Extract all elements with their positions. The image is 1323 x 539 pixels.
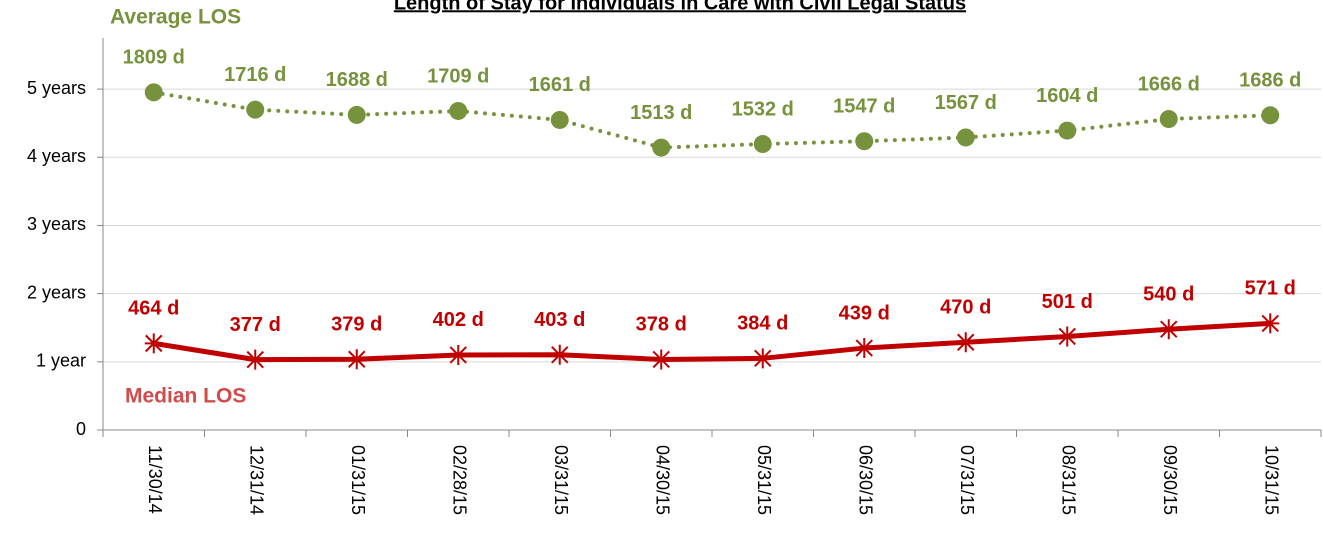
- series-name: Average LOS: [110, 6, 241, 29]
- marker: [1058, 326, 1077, 347]
- y-tick-label: 0: [76, 419, 86, 439]
- data-label: 1547 d: [833, 96, 895, 118]
- marker: [1261, 313, 1280, 334]
- marker: [144, 83, 163, 102]
- x-tick-label: 11/30/14: [145, 445, 165, 514]
- data-label: 1688 d: [326, 69, 388, 91]
- data-label: 1513 d: [630, 102, 692, 124]
- data-label: 540 d: [1143, 283, 1194, 305]
- data-label: 1661 d: [529, 74, 591, 96]
- data-label: 464 d: [128, 298, 179, 320]
- data-label: 379 d: [331, 314, 382, 336]
- marker: [550, 344, 569, 365]
- data-label: 1809 d: [123, 47, 185, 69]
- data-label: 402 d: [433, 309, 484, 331]
- data-label: 1604 d: [1036, 85, 1098, 107]
- x-tick-label: 09/30/15: [1160, 445, 1180, 515]
- y-tick-label: 4 years: [27, 146, 86, 166]
- x-tick-label: 02/28/15: [450, 445, 470, 515]
- x-tick-label: 08/31/15: [1059, 445, 1079, 515]
- marker: [1261, 106, 1280, 125]
- data-label: 470 d: [940, 297, 991, 319]
- x-tick-label: 01/31/15: [348, 445, 368, 515]
- marker: [246, 100, 265, 119]
- series-name: Median LOS: [125, 385, 246, 408]
- marker: [855, 132, 874, 151]
- data-label: 384 d: [737, 313, 788, 335]
- data-label: 1567 d: [935, 92, 997, 114]
- series-line: [151, 320, 1273, 363]
- data-label: 378 d: [636, 314, 687, 336]
- x-tick-label: 04/30/15: [653, 445, 673, 515]
- x-tick-label: 12/31/14: [247, 445, 267, 515]
- x-tick-label: 10/31/15: [1262, 445, 1282, 515]
- chart-title: Length of Stay for Individuals in Care w…: [394, 0, 966, 14]
- data-label: 1716 d: [224, 64, 286, 86]
- marker: [855, 338, 874, 359]
- marker: [1058, 121, 1077, 140]
- y-tick-label: 2 years: [27, 282, 86, 302]
- marker: [753, 135, 772, 154]
- data-label: 571 d: [1245, 278, 1296, 300]
- y-tick-label: 3 years: [27, 214, 86, 234]
- marker: [956, 332, 975, 353]
- x-tick-label: 07/31/15: [957, 445, 977, 515]
- y-tick-label: 1 year: [36, 351, 86, 371]
- marker: [1159, 319, 1178, 340]
- data-label: 377 d: [230, 314, 281, 336]
- marker: [449, 344, 468, 365]
- marker: [956, 128, 975, 147]
- data-label: 403 d: [534, 309, 585, 331]
- marker: [1159, 110, 1178, 129]
- marker: [347, 349, 366, 370]
- marker: [246, 349, 265, 370]
- marker: [753, 348, 772, 369]
- data-label: 501 d: [1042, 291, 1093, 313]
- data-label: 1686 d: [1239, 70, 1301, 92]
- y-tick-label: 5 years: [27, 78, 86, 98]
- marker: [144, 333, 163, 354]
- data-label: 1532 d: [732, 98, 794, 120]
- data-label: 1709 d: [427, 65, 489, 87]
- x-tick-label: 05/31/15: [754, 445, 774, 515]
- marker: [347, 105, 366, 124]
- data-label: 1666 d: [1138, 73, 1200, 95]
- marker: [652, 349, 671, 370]
- series-line: [151, 90, 1273, 150]
- marker: [652, 138, 671, 157]
- x-tick-label: 06/30/15: [856, 445, 876, 515]
- marker: [550, 110, 569, 129]
- x-tick-label: 03/31/15: [551, 445, 571, 515]
- data-label: 439 d: [839, 302, 890, 324]
- marker: [449, 101, 468, 120]
